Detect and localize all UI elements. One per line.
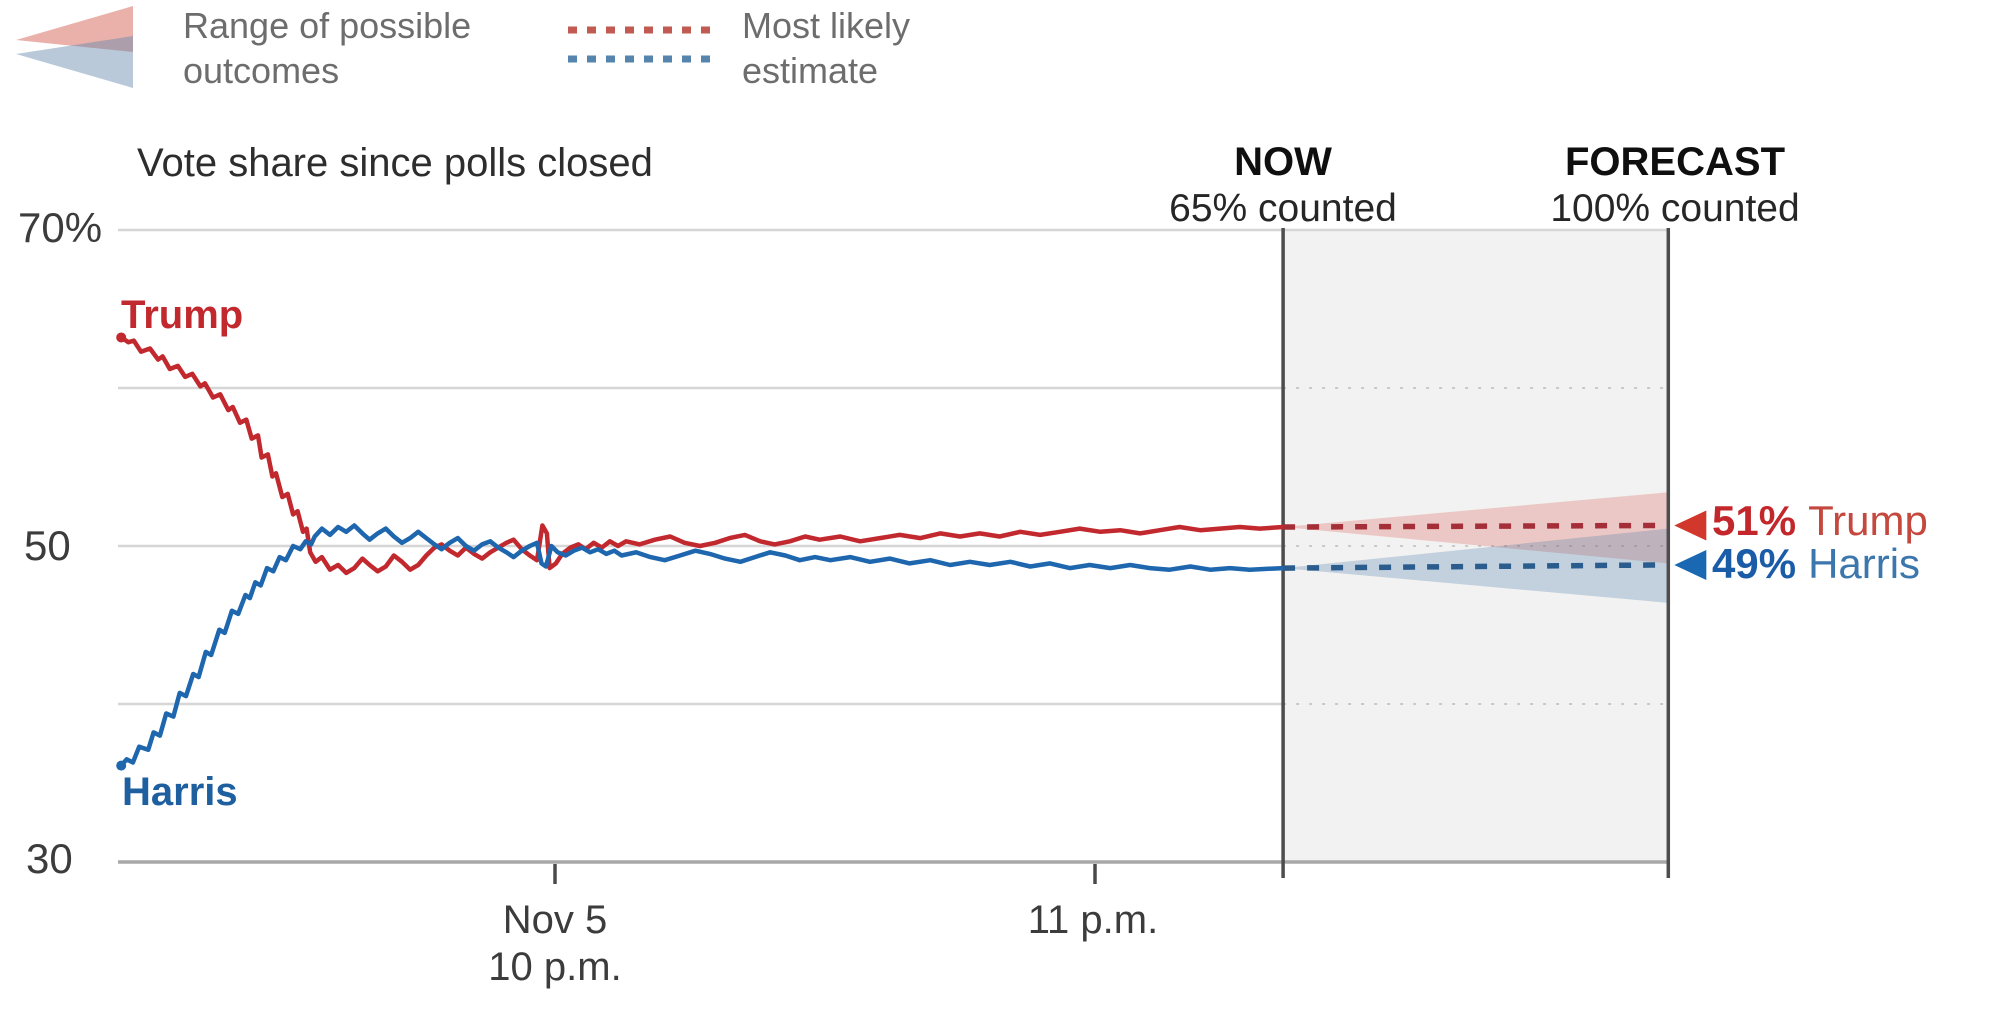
trump-vote-line [118, 335, 1286, 576]
legend-most-likely-estimate-label: Most likely estimate [742, 5, 911, 91]
y-axis-label-70: 70% [18, 204, 103, 251]
y-axis-label-50: 50 [24, 522, 71, 569]
forecast-region [1283, 230, 1669, 862]
trump-final-result-label: 51% Trump [1712, 500, 1928, 542]
harris-final-pct: 49% [1712, 540, 1797, 587]
now-title: NOW [1234, 140, 1332, 184]
forecast-counted-subtitle: 100% counted [1550, 187, 1800, 230]
forecast-title: FORECAST [1565, 140, 1785, 184]
trump-final-name: Trump [1808, 497, 1928, 544]
harris-series-label: Harris [122, 770, 238, 814]
x-axis-label-11pm: 11 p.m. [1027, 898, 1159, 942]
now-column-header: NOW 65% counted [1053, 140, 1513, 231]
harris-final-result-label: 49% Harris [1712, 543, 1920, 585]
chart-title: Vote share since polls closed [137, 141, 653, 185]
now-counted-subtitle: 65% counted [1169, 187, 1397, 230]
trump-line-start-dot [116, 332, 127, 343]
harris-final-name: Harris [1808, 540, 1921, 587]
y-axis-label-30: 30 [26, 835, 73, 882]
harris-estimate-dashed-line [1283, 562, 1661, 571]
harris-arrowhead-icon [1674, 549, 1707, 580]
harris-vote-line [118, 523, 1286, 768]
trump-arrowhead-icon [1674, 510, 1707, 541]
trump-series-label: Trump [121, 293, 244, 337]
legend-range-of-outcomes-label: Range of possible outcomes [183, 5, 472, 91]
legend-blue-fan-icon [16, 36, 133, 88]
harris-line-start-dot [116, 760, 127, 771]
trump-final-pct: 51% [1712, 497, 1797, 544]
x-axis-label-10pm: Nov 5 10 p.m. [488, 898, 622, 989]
forecast-column-header: FORECAST 100% counted [1445, 140, 1905, 231]
legend-red-fan-icon [16, 6, 133, 52]
trump-estimate-dashed-line [1283, 522, 1661, 530]
